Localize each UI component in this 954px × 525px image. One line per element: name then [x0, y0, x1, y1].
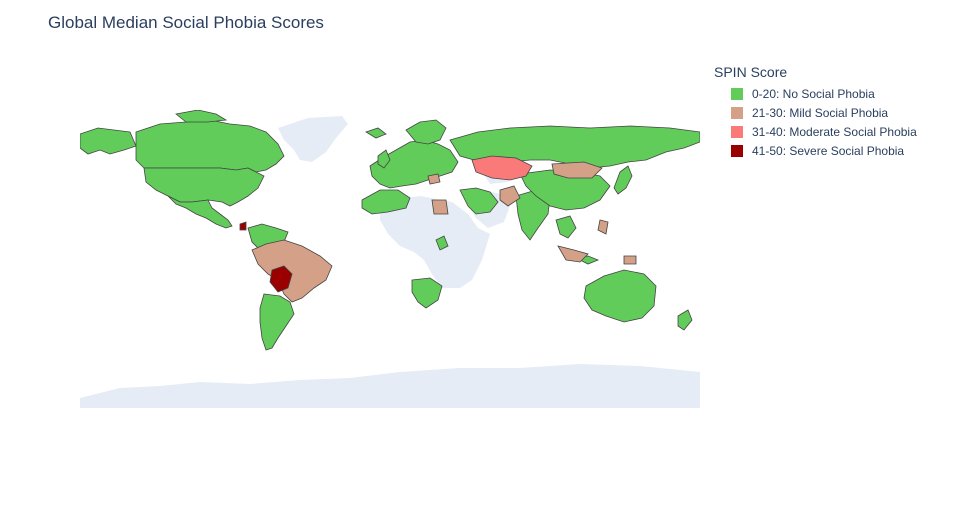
- category-31-40[interactable]: [471, 155, 533, 181]
- africa-no-data: [380, 196, 490, 288]
- world-map[interactable]: [80, 110, 700, 408]
- argentina-chile[interactable]: [259, 293, 295, 351]
- chart-title: Global Median Social Phobia Scores: [48, 13, 324, 32]
- bolivia[interactable]: [269, 265, 293, 293]
- png[interactable]: [623, 255, 637, 265]
- legend-swatch: [731, 87, 743, 100]
- canada[interactable]: [135, 119, 285, 173]
- no-data-land: [80, 116, 700, 408]
- greenland: [278, 116, 348, 162]
- central-america-red[interactable]: [239, 221, 247, 231]
- legend-swatch: [731, 106, 743, 119]
- antarctica: [80, 364, 700, 408]
- category-41-50[interactable]: [239, 221, 293, 293]
- arctic-islands[interactable]: [175, 110, 228, 123]
- egypt[interactable]: [431, 199, 449, 215]
- australia[interactable]: [583, 269, 657, 323]
- legend-label: 0-20: No Social Phobia: [752, 86, 875, 101]
- mongolia[interactable]: [551, 161, 603, 179]
- iceland[interactable]: [365, 127, 387, 139]
- legend: SPIN Score 0-20: No Social Phobia 21-30:…: [714, 64, 917, 160]
- legend-label: 41-50: Severe Social Phobia: [752, 143, 905, 158]
- mexico[interactable]: [167, 195, 233, 229]
- south-africa[interactable]: [411, 277, 443, 309]
- legend-label: 31-40: Moderate Social Phobia: [752, 124, 917, 139]
- indonesia-tan[interactable]: [557, 245, 589, 263]
- legend-item-no-social-phobia[interactable]: 0-20: No Social Phobia: [714, 84, 917, 103]
- japan[interactable]: [613, 165, 633, 195]
- pakistan[interactable]: [499, 185, 521, 207]
- north-africa[interactable]: [361, 189, 411, 215]
- philippines[interactable]: [597, 219, 609, 235]
- legend-item-mild-social-phobia[interactable]: 21-30: Mild Social Phobia: [714, 103, 917, 122]
- legend-item-moderate-social-phobia[interactable]: 31-40: Moderate Social Phobia: [714, 122, 917, 141]
- legend-swatch: [731, 144, 743, 157]
- brazil[interactable]: [251, 239, 333, 303]
- balkans[interactable]: [427, 173, 441, 185]
- east-africa[interactable]: [435, 235, 449, 251]
- uk-ireland[interactable]: [377, 149, 391, 169]
- legend-swatch: [731, 125, 743, 138]
- kazakhstan[interactable]: [471, 155, 533, 181]
- middle-east[interactable]: [459, 187, 499, 215]
- scandinavia[interactable]: [405, 119, 447, 145]
- alaska[interactable]: [80, 127, 137, 155]
- legend-title: SPIN Score: [714, 64, 788, 80]
- legend-label: 21-30: Mild Social Phobia: [752, 105, 889, 120]
- map-svg[interactable]: [80, 110, 700, 408]
- new-zealand[interactable]: [677, 309, 693, 331]
- se-asia[interactable]: [555, 215, 577, 239]
- legend-item-severe-social-phobia[interactable]: 41-50: Severe Social Phobia: [714, 141, 917, 160]
